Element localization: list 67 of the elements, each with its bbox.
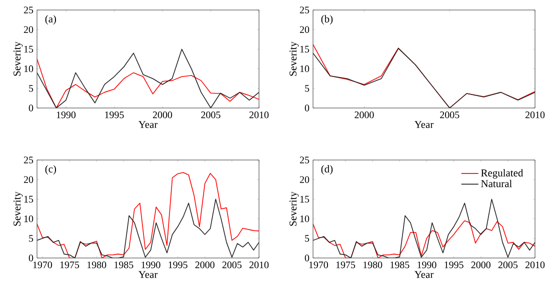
- annotation: (a): [45, 15, 56, 25]
- y-tick-label: 5: [29, 235, 34, 242]
- y-tick-label: 20: [24, 26, 34, 33]
- y-axis-title: Severity: [290, 42, 299, 76]
- y-tick-label: 15: [300, 46, 310, 53]
- y-axis-title: Severity: [14, 192, 23, 226]
- y-tick-label: 10: [300, 215, 310, 222]
- x-tick-label: 1985: [390, 262, 410, 268]
- y-tick-label: 10: [24, 65, 34, 72]
- annotation: (c): [45, 165, 56, 175]
- line-series: [37, 48, 260, 108]
- y-axis-title: Severity: [290, 192, 299, 226]
- x-tick-label: 1990: [142, 262, 160, 268]
- x-tick-label: 2005: [440, 112, 460, 118]
- y-tick-label: 0: [304, 254, 310, 262]
- x-axis-title: Year: [138, 271, 158, 278]
- y-tick-label: 25: [24, 156, 34, 164]
- legend-label: Natural: [481, 180, 512, 188]
- y-tick-label: 5: [29, 85, 34, 92]
- x-tick-label: 1995: [444, 262, 464, 268]
- x-tick-label: 2005: [498, 262, 518, 268]
- x-tick-label: 1980: [363, 262, 382, 268]
- x-tick-label: 1990: [418, 262, 436, 268]
- x-tick-label: 2005: [222, 262, 242, 268]
- y-tick-label: 25: [24, 6, 34, 14]
- y-tick-label: 0: [28, 104, 34, 112]
- x-tick-label: 2010: [525, 262, 545, 268]
- x-tick-label: 2000: [152, 112, 172, 118]
- x-tick-label: 1995: [168, 262, 188, 268]
- x-axis-title: Year: [414, 121, 434, 128]
- x-tick-label: 2000: [354, 112, 374, 118]
- line-series: [37, 58, 260, 108]
- x-tick-label: 2000: [471, 262, 490, 268]
- x-tick-label: 2010: [249, 112, 269, 118]
- y-tick-label: 20: [300, 26, 310, 33]
- x-tick-label: 1995: [105, 112, 124, 118]
- y-tick-label: 25: [300, 6, 310, 14]
- y-axis-title: Severity: [14, 42, 23, 76]
- x-tick-label: 1970: [309, 262, 328, 268]
- y-tick-label: 0: [28, 254, 34, 262]
- x-tick-label: 1975: [336, 262, 356, 268]
- x-tick-label: 1990: [56, 112, 76, 118]
- x-tick-label: 1985: [114, 262, 134, 268]
- x-tick-label: 1980: [87, 262, 106, 268]
- x-axis-title: Year: [138, 121, 158, 128]
- annotation: (b): [321, 15, 333, 25]
- y-tick-label: 5: [305, 235, 310, 242]
- x-tick-label: 2010: [249, 262, 269, 268]
- x-tick-label: 2010: [525, 112, 545, 118]
- annotation: (d): [321, 165, 333, 175]
- y-tick-label: 10: [24, 215, 34, 222]
- x-tick-label: 1975: [60, 262, 80, 268]
- y-tick-label: 10: [300, 65, 310, 72]
- legend-label: Regulated: [481, 169, 524, 179]
- y-tick-label: 20: [24, 176, 34, 183]
- y-tick-label: 0: [304, 104, 310, 112]
- line-series: [313, 220, 536, 258]
- y-tick-label: 25: [300, 156, 310, 164]
- y-tick-label: 15: [24, 196, 34, 203]
- y-tick-label: 15: [24, 46, 34, 53]
- y-tick-label: 5: [305, 85, 310, 92]
- x-tick-label: 2000: [195, 262, 214, 268]
- x-tick-label: 1970: [33, 262, 52, 268]
- x-axis-title: Year: [414, 271, 434, 278]
- y-tick-label: 20: [300, 176, 310, 183]
- x-tick-label: 2005: [201, 112, 220, 118]
- y-tick-label: 15: [300, 196, 310, 203]
